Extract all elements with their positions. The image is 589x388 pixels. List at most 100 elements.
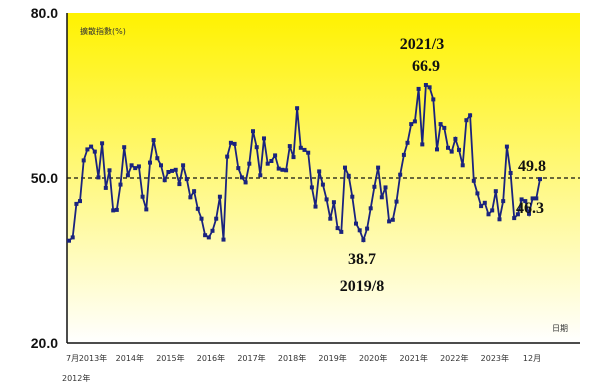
data-point — [166, 170, 171, 174]
data-point — [519, 197, 524, 202]
data-point — [335, 226, 340, 231]
data-point — [306, 150, 311, 155]
data-point — [468, 113, 473, 118]
data-point — [383, 185, 388, 190]
data-point — [136, 164, 141, 169]
data-point — [225, 154, 230, 159]
data-point — [195, 206, 200, 211]
data-point — [387, 219, 392, 224]
data-point — [236, 166, 241, 171]
data-point — [482, 200, 487, 205]
data-point — [206, 235, 211, 240]
data-point — [155, 156, 160, 161]
data-point — [203, 233, 208, 238]
data-point — [357, 228, 362, 233]
annotation-peak-date: 2021/3 — [400, 36, 444, 53]
data-point — [328, 216, 333, 221]
data-point — [170, 168, 174, 173]
data-point — [523, 199, 528, 204]
data-point — [177, 182, 182, 187]
data-point — [298, 145, 303, 150]
data-point — [442, 125, 447, 130]
data-point — [471, 178, 476, 183]
y-tick-label: 50.0 — [31, 170, 58, 186]
data-point — [67, 238, 71, 243]
data-point — [394, 199, 399, 204]
data-point — [133, 166, 138, 171]
data-point — [125, 173, 130, 178]
data-point — [512, 216, 517, 221]
data-point — [280, 167, 285, 172]
data-point — [317, 169, 322, 174]
data-point — [287, 144, 292, 149]
data-point — [232, 141, 237, 146]
y-axis-label: 擴散指數(%) — [80, 26, 126, 36]
data-point — [269, 159, 274, 163]
data-point — [530, 196, 535, 201]
x-tick-label: 2013年 — [79, 353, 107, 363]
data-point — [453, 136, 458, 141]
data-point — [354, 221, 358, 226]
data-point — [140, 194, 145, 199]
x-axis-label: 日期 — [552, 324, 568, 333]
data-point — [331, 200, 336, 205]
data-point — [184, 177, 189, 182]
data-point — [423, 83, 428, 87]
data-point — [151, 138, 156, 143]
data-point — [111, 208, 116, 213]
annotation-low-value: 38.7 — [348, 251, 376, 268]
data-point — [320, 182, 325, 187]
data-point — [284, 168, 289, 173]
data-point — [89, 144, 94, 149]
x-tick-label: 2022年 — [440, 353, 468, 363]
data-point — [254, 145, 259, 150]
data-point — [295, 106, 300, 111]
data-point — [103, 185, 108, 190]
data-point — [122, 145, 127, 150]
data-point — [534, 196, 539, 201]
data-point — [162, 178, 167, 183]
data-point — [114, 207, 119, 212]
data-point — [265, 161, 270, 166]
data-point — [486, 212, 491, 217]
data-point — [100, 141, 105, 146]
data-point — [497, 217, 502, 222]
data-point — [188, 195, 193, 200]
data-point — [199, 216, 204, 221]
data-point — [350, 194, 355, 199]
x-tick-label: 2021年 — [400, 353, 428, 363]
data-point — [412, 119, 417, 124]
x-tick-label: 2017年 — [237, 353, 265, 363]
data-point — [343, 165, 347, 170]
data-point — [464, 118, 469, 123]
data-point — [291, 155, 296, 160]
data-point — [435, 147, 439, 152]
data-point — [446, 145, 450, 150]
x-tick-label: 2019年 — [318, 353, 346, 363]
data-point — [493, 189, 498, 194]
data-point — [438, 122, 443, 127]
data-point — [508, 171, 513, 175]
data-point — [258, 173, 263, 178]
x-tick-label: 12月 — [523, 354, 541, 363]
data-point — [405, 140, 410, 145]
data-point — [475, 191, 480, 196]
data-point — [339, 229, 344, 234]
data-point — [416, 86, 421, 91]
data-point — [368, 206, 373, 211]
data-point — [427, 85, 432, 90]
data-point — [538, 177, 542, 182]
data-point — [159, 163, 163, 168]
data-point — [431, 97, 436, 102]
data-point — [479, 204, 484, 209]
x-tick-label: 2016年 — [197, 353, 225, 363]
x-tick-label: 2015年 — [156, 353, 184, 363]
data-point — [309, 185, 314, 190]
data-point — [398, 172, 403, 177]
annotation-low-date: 2019/8 — [340, 278, 384, 295]
data-point — [217, 194, 222, 199]
data-point — [81, 158, 86, 163]
data-point — [173, 167, 178, 172]
data-point — [376, 165, 381, 170]
